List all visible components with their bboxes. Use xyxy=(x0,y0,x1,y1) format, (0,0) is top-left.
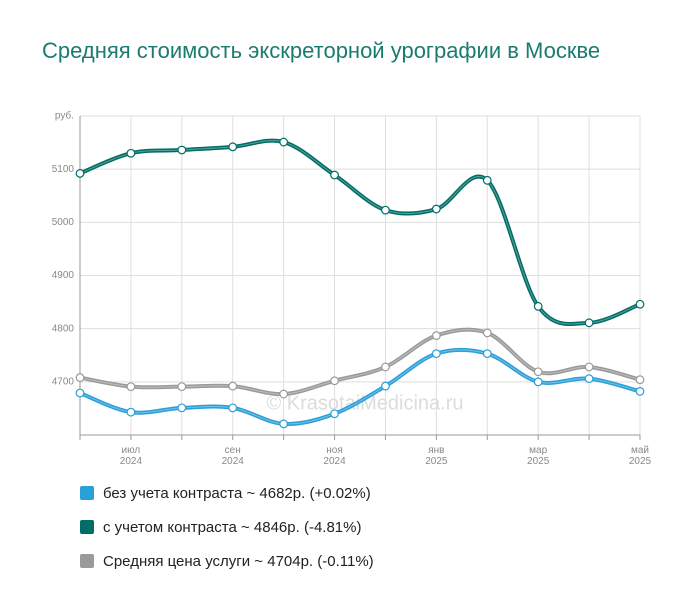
grid: 4700 4800 4900 5000 5100 руб. xyxy=(52,110,641,440)
point xyxy=(126,407,136,417)
y-tick-label: 5100 xyxy=(52,164,75,175)
point xyxy=(279,419,289,429)
x-tick-label: мар 2025 xyxy=(527,445,550,467)
x-tick-label: янв 2025 xyxy=(425,445,448,467)
series-line-highlight xyxy=(79,140,641,325)
point xyxy=(584,318,594,328)
point xyxy=(584,362,594,372)
point xyxy=(635,387,645,396)
legend-item: Средняя цена услуги ~ 4704р. (-0.11%) xyxy=(80,553,374,570)
point xyxy=(126,382,136,392)
point xyxy=(126,148,136,158)
point xyxy=(75,373,85,382)
point xyxy=(330,376,339,386)
legend-item: с учетом контраста ~ 4846р. (-4.81%) xyxy=(80,519,361,536)
point xyxy=(330,409,339,419)
x-tick-label: май 2025 xyxy=(628,445,652,467)
y-tick-label: 4800 xyxy=(52,323,75,334)
point xyxy=(635,375,645,385)
point xyxy=(533,367,543,377)
legend-label: без учета контраста ~ 4682р. (+0.02%) xyxy=(103,485,371,502)
x-tick-label: ноя 2024 xyxy=(323,445,346,467)
legend-label: с учетом контраста ~ 4846р. (-4.81%) xyxy=(103,519,362,536)
point xyxy=(533,377,543,387)
x-tick-label: июл 2024 xyxy=(119,445,143,467)
legend-swatch xyxy=(80,486,94,500)
point xyxy=(431,204,441,214)
point xyxy=(381,381,390,391)
point xyxy=(431,349,441,359)
point xyxy=(228,142,238,152)
point xyxy=(635,299,645,309)
series-line-highlight xyxy=(79,329,641,395)
point xyxy=(228,381,238,391)
series-line xyxy=(79,327,641,397)
legend-swatch xyxy=(80,554,94,568)
y-tick-label: 5000 xyxy=(52,217,75,228)
point xyxy=(177,403,187,413)
point xyxy=(482,175,492,185)
point xyxy=(381,362,390,372)
point xyxy=(584,374,594,384)
legend-item: без учета контраста ~ 4682р. (+0.02%) xyxy=(80,485,371,502)
y-tick-label: 4900 xyxy=(52,270,75,281)
point xyxy=(279,389,289,399)
point xyxy=(279,137,289,147)
point xyxy=(177,382,187,392)
y-tick-label: руб. xyxy=(55,110,74,122)
point xyxy=(381,205,390,215)
legend-label: Средняя цена услуги ~ 4704р. (-0.11%) xyxy=(103,553,374,570)
point xyxy=(482,328,492,338)
point xyxy=(533,301,543,311)
point xyxy=(228,403,238,413)
watermark: © KrasotaiMedicina.ru xyxy=(266,392,463,414)
point xyxy=(482,349,492,359)
series-line xyxy=(79,138,641,326)
chart-title: Средняя стоимость экскреторной урографии… xyxy=(42,38,601,63)
point xyxy=(75,169,85,178)
point xyxy=(75,388,85,398)
point xyxy=(431,331,441,340)
point xyxy=(330,170,339,180)
legend-swatch xyxy=(80,520,94,534)
point xyxy=(177,145,187,155)
x-tick-label: сен 2024 xyxy=(221,445,244,467)
y-tick-label: 4700 xyxy=(52,376,75,387)
